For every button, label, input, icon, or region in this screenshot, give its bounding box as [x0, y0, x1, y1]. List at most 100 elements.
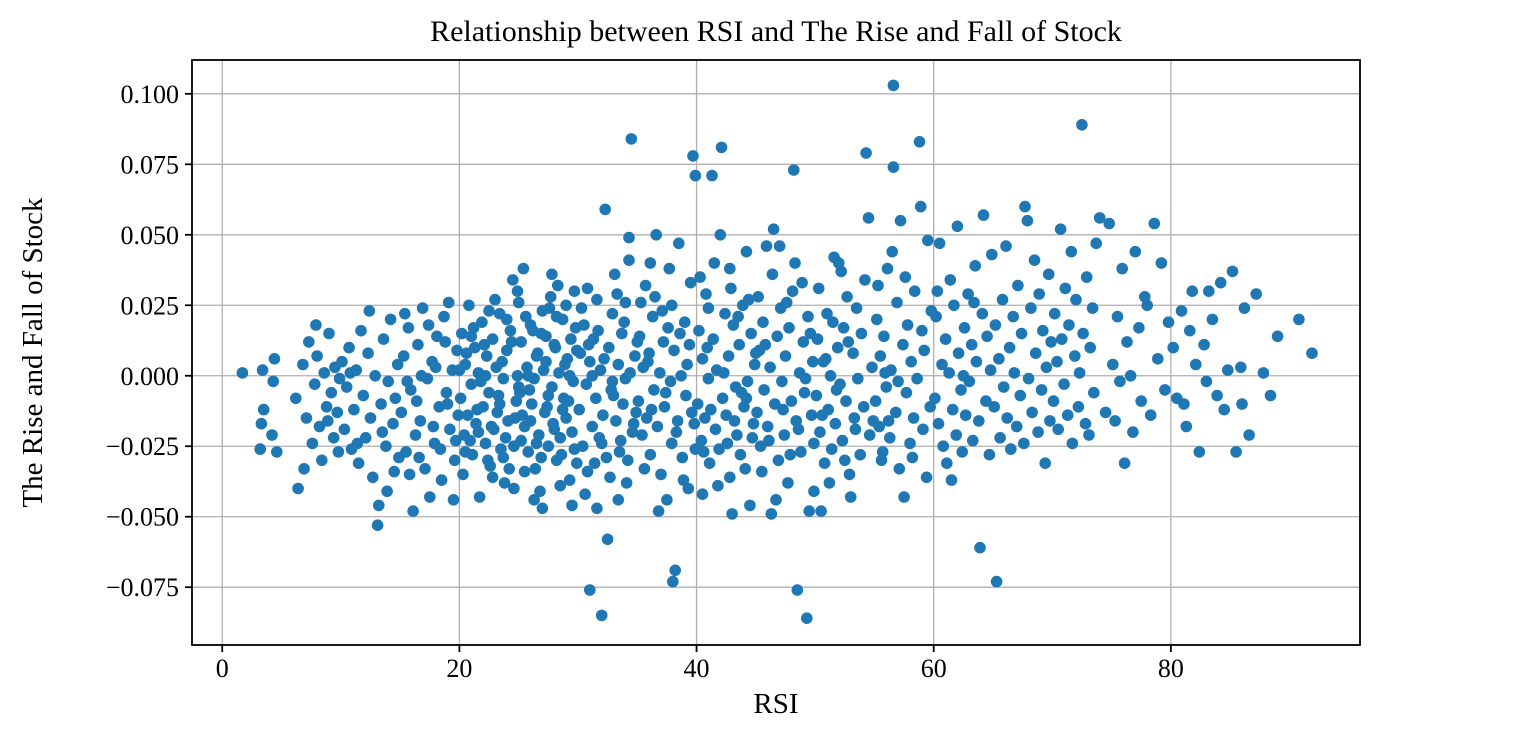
data-point: [739, 463, 751, 475]
data-point: [548, 423, 561, 436]
data-point: [522, 370, 534, 382]
data-point: [1236, 398, 1248, 410]
data-point: [586, 370, 598, 382]
data-point: [766, 268, 779, 281]
data-point: [1222, 364, 1234, 376]
scatter-points: [236, 79, 1318, 624]
data-point: [1065, 245, 1078, 258]
data-point: [770, 494, 782, 506]
data-point: [697, 446, 710, 458]
data-point: [848, 412, 861, 424]
data-point: [892, 375, 904, 388]
data-point: [340, 381, 353, 393]
data-point: [1047, 395, 1060, 407]
data-point: [415, 370, 428, 382]
data-point: [824, 370, 837, 382]
data-point: [518, 465, 531, 478]
data-point: [604, 471, 616, 484]
data-point: [522, 446, 534, 458]
data-point: [582, 338, 595, 351]
data-point: [380, 440, 392, 453]
data-point: [1048, 307, 1061, 320]
data-point: [381, 485, 393, 498]
data-point: [973, 415, 985, 427]
data-point: [886, 245, 898, 258]
data-point: [640, 412, 653, 424]
data-point: [440, 386, 453, 399]
data-point: [554, 479, 566, 492]
data-point: [687, 150, 699, 162]
data-point: [624, 367, 636, 379]
data-point: [891, 296, 903, 309]
data-point: [950, 429, 962, 441]
data-point: [451, 344, 463, 357]
data-point: [1056, 333, 1068, 345]
data-point: [617, 398, 629, 410]
data-point: [542, 440, 555, 453]
data-point: [559, 358, 571, 371]
data-point: [1000, 240, 1012, 252]
data-point: [444, 423, 456, 436]
data-point: [986, 248, 998, 261]
data-point: [1005, 443, 1017, 455]
axis-ticks: 0 20 40 60 80 0.100 0.075 0.050 0.025 0.000 −0.025…: [106, 80, 1184, 683]
data-point: [402, 322, 415, 334]
data-point: [683, 338, 696, 351]
data-point: [1070, 293, 1082, 306]
data-point: [718, 367, 730, 379]
data-point: [988, 401, 1000, 413]
data-point: [1079, 417, 1092, 430]
data-point: [933, 237, 946, 250]
data-point: [844, 491, 857, 503]
data-point: [465, 330, 478, 343]
data-point: [913, 136, 926, 148]
data-point: [930, 310, 942, 323]
data-point: [808, 485, 820, 498]
data-point: [922, 234, 934, 247]
data-point: [732, 310, 744, 323]
data-point: [1178, 398, 1190, 410]
data-point: [1026, 406, 1038, 419]
data-point: [463, 299, 475, 312]
data-point: [673, 237, 685, 250]
data-point: [742, 293, 755, 306]
data-point: [893, 463, 906, 475]
data-point: [808, 437, 820, 450]
data-point: [327, 432, 340, 444]
data-point: [434, 443, 447, 455]
data-point: [505, 336, 518, 348]
data-point: [703, 457, 716, 470]
data-point: [1014, 389, 1027, 402]
data-point: [331, 406, 344, 419]
data-point: [610, 415, 622, 427]
data-point: [514, 386, 526, 399]
data-point: [722, 350, 735, 362]
data-point: [665, 299, 678, 312]
data-point: [748, 358, 761, 371]
data-point: [580, 378, 593, 391]
data-point: [644, 448, 657, 461]
data-point: [1184, 324, 1196, 337]
data-point: [511, 370, 524, 382]
data-point: [318, 367, 331, 379]
data-point: [682, 482, 695, 495]
data-point: [540, 330, 552, 343]
data-point: [914, 200, 927, 213]
data-point: [566, 499, 578, 512]
data-point: [1086, 302, 1099, 314]
data-point: [984, 364, 997, 376]
data-point: [899, 271, 912, 283]
data-point: [952, 347, 965, 360]
data-point: [796, 276, 808, 289]
data-point: [706, 169, 718, 182]
data-point: [791, 584, 804, 596]
data-point: [520, 310, 532, 323]
data-point: [1035, 384, 1048, 396]
data-point: [544, 291, 557, 303]
data-point: [825, 443, 838, 455]
data-point: [879, 367, 891, 379]
data-point: [310, 319, 322, 331]
data-point: [662, 322, 674, 334]
x-tick-label: 60: [921, 654, 947, 683]
data-point: [410, 395, 423, 407]
